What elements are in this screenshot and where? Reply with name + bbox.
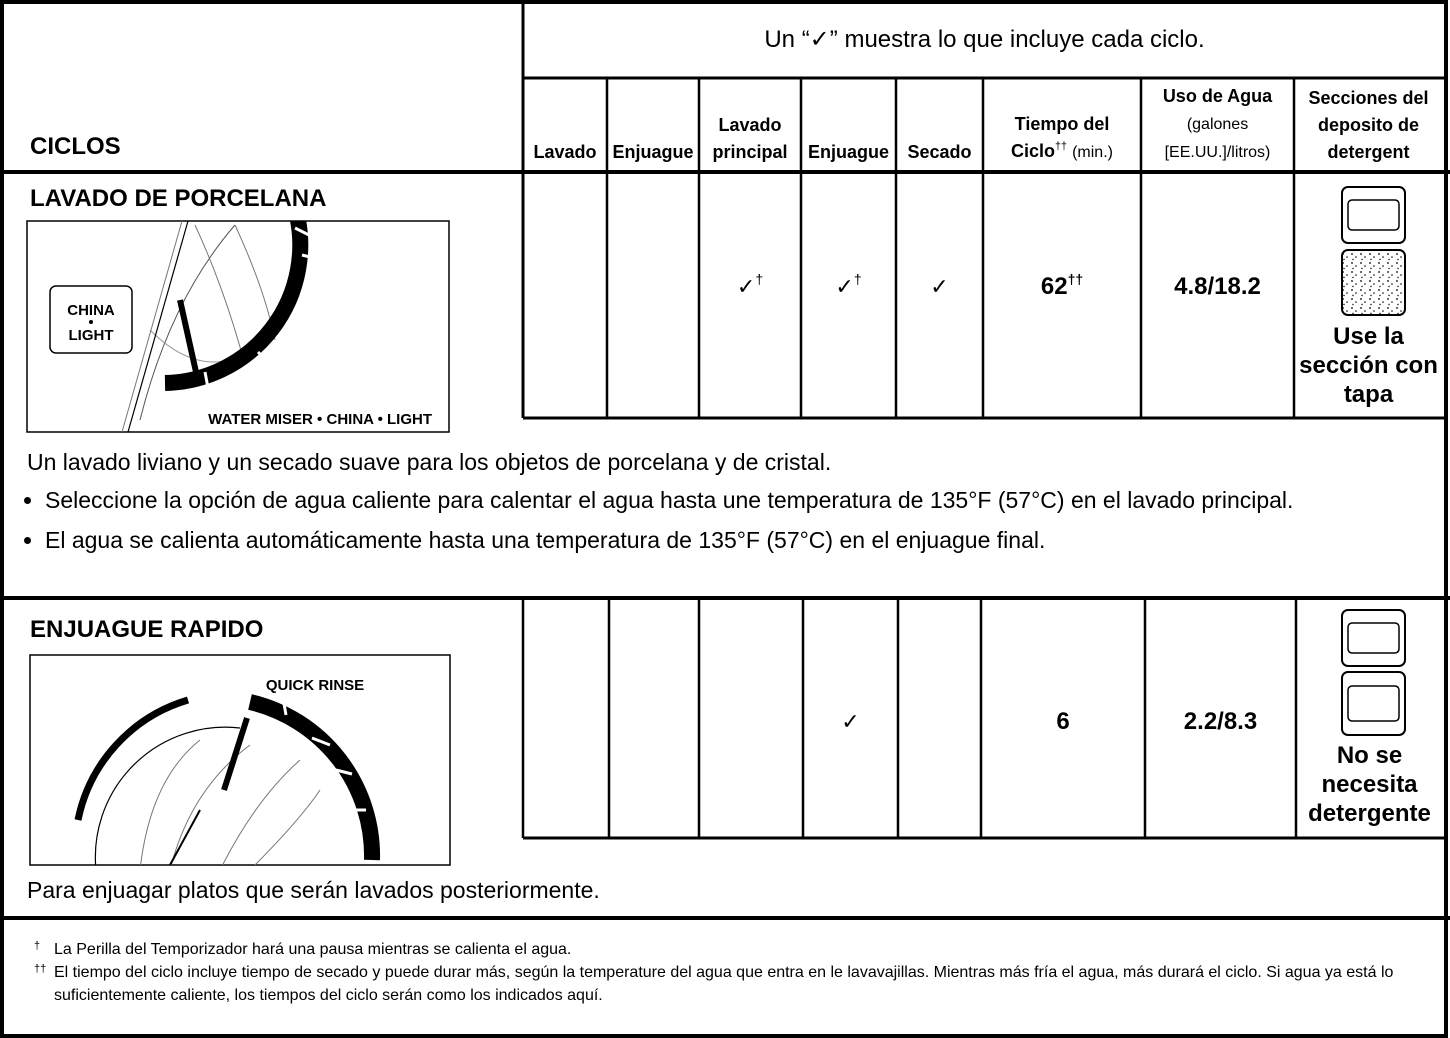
cycle-name: LAVADO DE PORCELANA (30, 185, 327, 212)
check-mark: ✓ (841, 710, 860, 735)
column-header: Lavado principal (699, 78, 801, 172)
footnote-text: La Perilla del Temporizador hará una pau… (54, 941, 572, 958)
cycle-time-value: 6 (1056, 708, 1070, 735)
footnote-mark: † (853, 271, 862, 288)
column-header-text: Secciones del deposito de detergent (1306, 85, 1431, 166)
check-mark: ✓ (835, 275, 854, 300)
column-unit: (galones [EE.UU.]/litros) (1164, 116, 1271, 161)
check-cell: ✓ (896, 272, 983, 303)
check-cell: ✓† (801, 272, 896, 303)
column-title: Enjuague (612, 142, 694, 162)
dial-caption: WATER MISER • CHINA • LIGHT (208, 411, 432, 428)
dispenser-icons (1341, 186, 1406, 736)
footnote-mark: † (755, 271, 764, 288)
column-header-text: Lavado principal (699, 112, 801, 166)
cycle-name: ENJUAGUE RAPIDO (30, 616, 264, 643)
column-header-text: Enjuague (612, 139, 693, 166)
column-header: Secado (896, 78, 983, 172)
cycle-description: Un lavado liviano y un secado suave para… (27, 447, 1327, 565)
column-header-text: Secado (907, 139, 971, 166)
dial-caption: QUICK RINSE (266, 677, 364, 694)
column-header-text: Uso de Agua (galones [EE.UU.]/litros) (1148, 83, 1288, 166)
column-header: Enjuague (607, 78, 699, 172)
column-unit: (min.) (1072, 144, 1113, 161)
check-cell: ✓ (803, 707, 898, 738)
dial-button-label: CHINA (67, 302, 115, 319)
footnote: †† El tiempo del ciclo incluye tiempo de … (34, 963, 1394, 1005)
column-title: Lavado (533, 142, 597, 162)
column-title: Secado (907, 142, 972, 162)
check-mark: ✓ (736, 275, 756, 300)
column-title: Enjuague (807, 142, 889, 162)
column-title: Uso de Agua (1162, 86, 1273, 106)
cycle-time: 6 (981, 707, 1145, 737)
column-header: Tiempo del Ciclo†† (min.) (983, 78, 1141, 172)
cycle-description: Para enjuagar platos que serán lavados p… (27, 875, 1327, 905)
description-text: Un lavado liviano y un secado suave para… (27, 449, 832, 475)
column-header: Uso de Agua (galones [EE.UU.]/litros) (1141, 78, 1294, 172)
water-use: 2.2/8.3 (1183, 708, 1258, 735)
bullet-item: El agua se calienta automáticamente hast… (45, 525, 1327, 555)
footnote-mark: †† (1067, 271, 1084, 288)
column-header-text: Enjuague (808, 139, 889, 166)
water-use: 4.8/18.2 (1174, 273, 1261, 300)
footnote: † La Perilla del Temporizador hará una pa… (34, 940, 572, 959)
column-header-text: Lavado (533, 139, 596, 166)
detergent-note: Use la sección con tapa (1299, 323, 1438, 408)
footnote-mark: †† (1055, 140, 1068, 153)
column-title: Secciones del deposito de detergent (1308, 88, 1429, 162)
check-cell: ✓† (699, 272, 801, 303)
dial-button-label: LIGHT (69, 327, 114, 344)
column-header: Enjuague (801, 78, 896, 172)
column-header: Lavado (523, 78, 607, 172)
cycles-label: CICLOS (30, 133, 121, 160)
column-header: Secciones del deposito de detergent (1294, 78, 1443, 172)
bullet-list: Seleccione la opción de agua caliente pa… (27, 485, 1327, 555)
detergent-note: No se necesita detergente (1308, 742, 1431, 827)
column-title: Tiempo del Ciclo (1011, 114, 1110, 161)
footnotes: † La Perilla del Temporizador hará una pa… (28, 938, 1418, 1007)
footnote-text: El tiempo del ciclo incluye tiempo de se… (54, 964, 1394, 1004)
header-note: Un “✓” muestra lo que incluye cada ciclo… (764, 26, 1205, 53)
cycle-time-value: 62 (1040, 273, 1068, 300)
dial-illustration: CHINA LIGHT WATER MISER • CHINA • LIGHT (26, 220, 450, 433)
description-text: Para enjuagar platos que serán lavados p… (27, 877, 600, 903)
check-mark: ✓ (930, 275, 949, 300)
dial-illustration: QUICK RINSE (29, 654, 451, 866)
column-header-text: Tiempo del Ciclo†† (min.) (1000, 111, 1125, 166)
column-title: Lavado principal (712, 115, 788, 162)
cycle-time: 62†† (983, 272, 1141, 302)
bullet-item: Seleccione la opción de agua caliente pa… (45, 485, 1327, 515)
